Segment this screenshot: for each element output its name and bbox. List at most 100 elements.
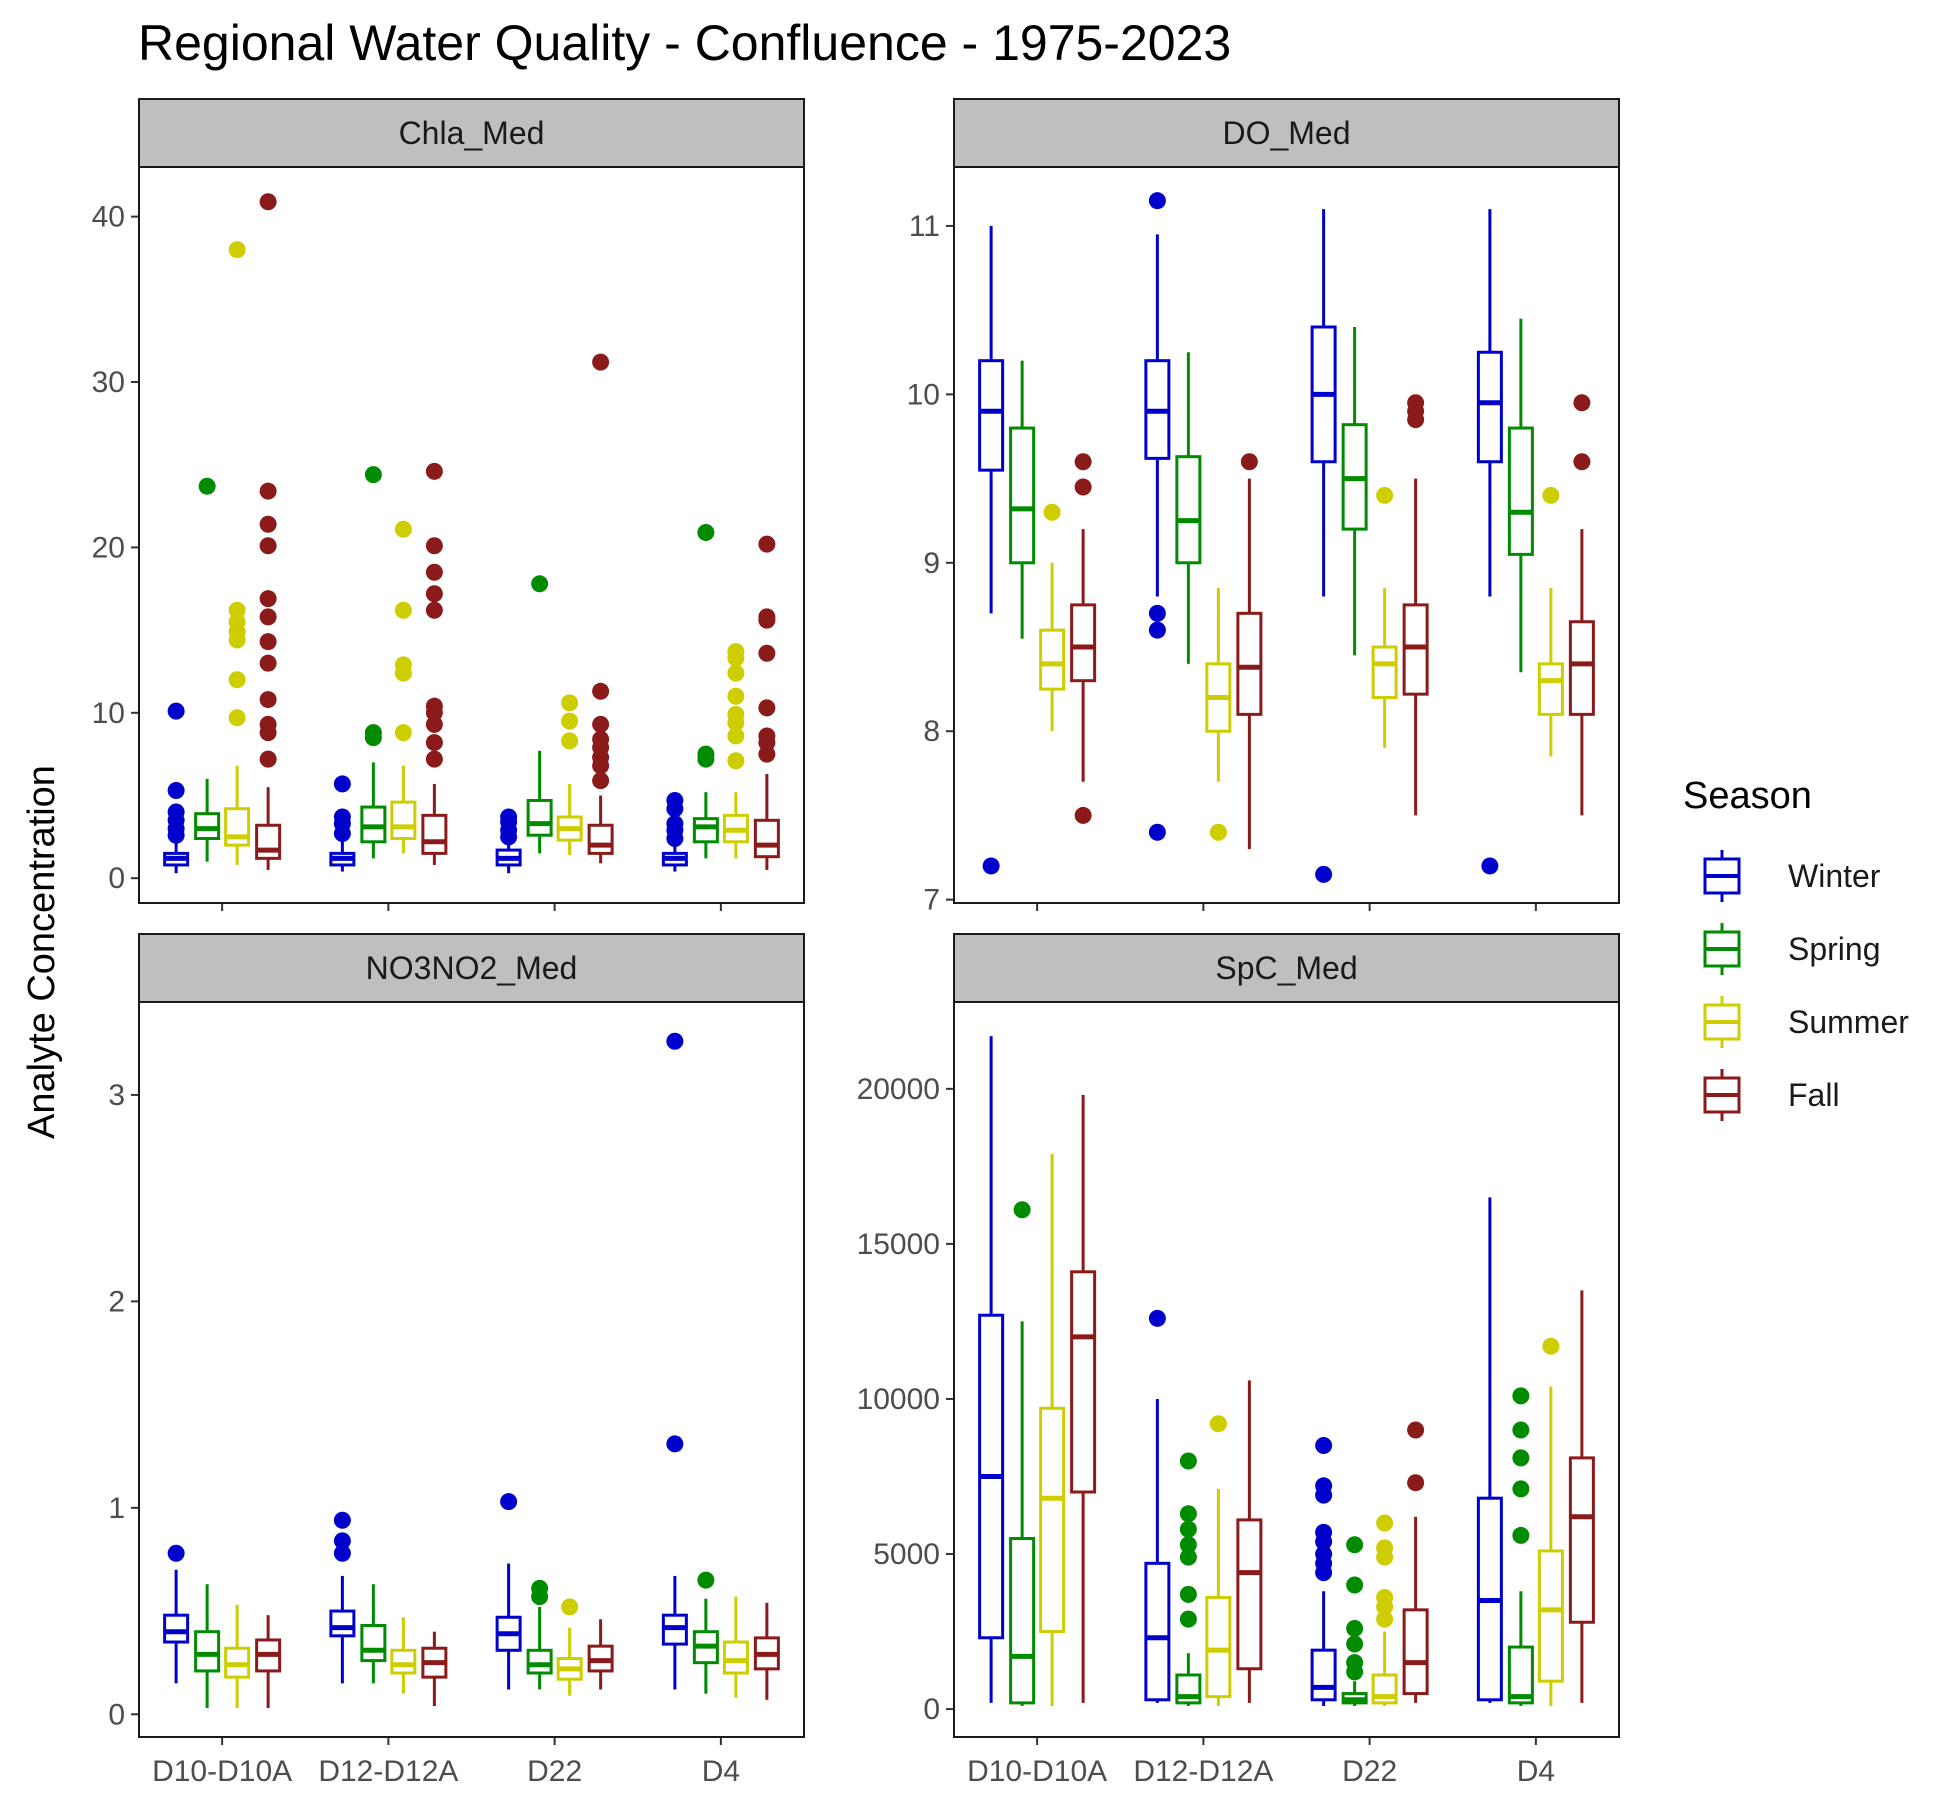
series-spring	[1009, 1201, 1534, 1706]
outlier-point	[333, 1544, 351, 1562]
boxplot-summer-D22	[1371, 486, 1398, 749]
outlier-point	[1315, 1523, 1333, 1541]
outlier-point	[727, 705, 745, 723]
box	[1039, 628, 1066, 691]
outlier-point	[727, 727, 745, 745]
outlier-point	[167, 782, 185, 800]
outlier-point	[333, 1532, 351, 1550]
boxplot-fall-D12-D12A	[421, 1631, 448, 1707]
boxplot-fall-D22	[587, 1619, 614, 1690]
x-tick-label: D10-D10A	[967, 1755, 1107, 1788]
chart-title: Regional Water Quality - Confluence - 19…	[138, 15, 1231, 71]
box	[1507, 426, 1534, 556]
outlier-point	[167, 1544, 185, 1562]
boxplot-spring-D4	[692, 1571, 719, 1694]
outlier-point	[592, 715, 610, 733]
y-tick-label: 1	[108, 1492, 125, 1525]
outlier-point	[259, 691, 277, 709]
box	[1144, 1561, 1171, 1702]
panel-DO_Med: DO_Med 7 8 9 10 11	[907, 98, 1620, 917]
outlier-point	[1209, 1415, 1227, 1433]
outlier-point	[228, 709, 246, 727]
outlier-point	[592, 682, 610, 700]
outlier-point	[1346, 1536, 1364, 1554]
series-winter	[978, 1036, 1503, 1706]
outlier-point	[561, 732, 579, 750]
boxplot-spring-D22	[526, 1579, 553, 1690]
box	[421, 813, 448, 855]
box	[1537, 662, 1564, 716]
boxplot-summer-D22	[1371, 1514, 1398, 1706]
outlier-point	[425, 537, 443, 555]
outlier-point	[394, 601, 412, 619]
outlier-point	[1512, 1526, 1530, 1544]
boxplot-winter-D4	[1476, 209, 1503, 875]
boxplot-winter-D10-D10A	[163, 1544, 190, 1684]
outlier-point	[259, 193, 277, 211]
x-tick-label: D10-D10A	[152, 1755, 292, 1788]
outlier-point	[425, 734, 443, 752]
series-fall	[1070, 394, 1595, 850]
outlier-point	[697, 1571, 715, 1589]
outlier-point	[758, 608, 776, 626]
series-spring	[1009, 318, 1534, 673]
outlier-point	[727, 752, 745, 770]
boxplot-spring-D4	[692, 524, 719, 859]
box	[1236, 1518, 1263, 1671]
outlier-point	[1240, 453, 1258, 471]
outlier-point	[259, 537, 277, 555]
outlier-point	[1512, 1421, 1530, 1439]
x-tick-label: D4	[1517, 1755, 1555, 1788]
outlier-point	[531, 575, 549, 593]
y-tick-label: 11	[909, 210, 940, 243]
series-winter	[163, 1032, 688, 1690]
boxplot-summer-D12-D12A	[390, 1617, 417, 1694]
boxplot-winter-D12-D12A	[1144, 1309, 1171, 1703]
y-tick-label: 0	[923, 1693, 940, 1726]
outlier-point	[1179, 1536, 1197, 1554]
series-winter	[978, 192, 1503, 883]
outlier-point	[758, 644, 776, 662]
outlier-point	[592, 772, 610, 790]
outlier-point	[592, 730, 610, 748]
outlier-point	[727, 643, 745, 661]
boxplot-summer-D10-D10A	[1039, 1153, 1066, 1706]
outlier-point	[1148, 192, 1166, 210]
box	[526, 798, 553, 837]
panel-strip	[953, 98, 1620, 168]
outlier-point	[531, 1579, 549, 1597]
box	[1371, 645, 1398, 700]
x-tick-label: D22	[527, 1755, 582, 1788]
outlier-point	[1074, 453, 1092, 471]
outlier-point	[364, 724, 382, 742]
legend-key-fall	[1703, 1069, 1741, 1121]
outlier-point	[1148, 621, 1166, 639]
outlier-point	[1376, 1514, 1394, 1532]
outlier-point	[259, 715, 277, 733]
x-tick-label: D22	[1342, 1755, 1397, 1788]
y-tick-label: 10000	[857, 1383, 940, 1416]
box	[1175, 455, 1202, 565]
legend-key-winter	[1703, 850, 1741, 902]
outlier-point	[425, 697, 443, 715]
box	[1009, 426, 1036, 565]
boxplot-fall-D10-D10A	[255, 193, 282, 870]
outlier-point	[1376, 1610, 1394, 1628]
legend-label: Summer	[1788, 1004, 1909, 1040]
boxplot-spring-D12-D12A	[1175, 1452, 1202, 1706]
box	[390, 1648, 417, 1675]
box	[978, 359, 1005, 472]
outlier-point	[1148, 1309, 1166, 1327]
box	[360, 1624, 387, 1663]
series-spring	[194, 466, 719, 862]
outlier-point	[394, 724, 412, 742]
outlier-point	[666, 815, 684, 833]
outlier-point	[1481, 857, 1499, 875]
y-tick-label: 40	[92, 201, 125, 234]
legend-title: Season	[1683, 775, 1812, 817]
boxplot-winter-D22	[1310, 1436, 1337, 1706]
boxplot-fall-D4	[1568, 1290, 1595, 1703]
boxplot-fall-D22	[587, 353, 614, 864]
outlier-point	[167, 702, 185, 720]
